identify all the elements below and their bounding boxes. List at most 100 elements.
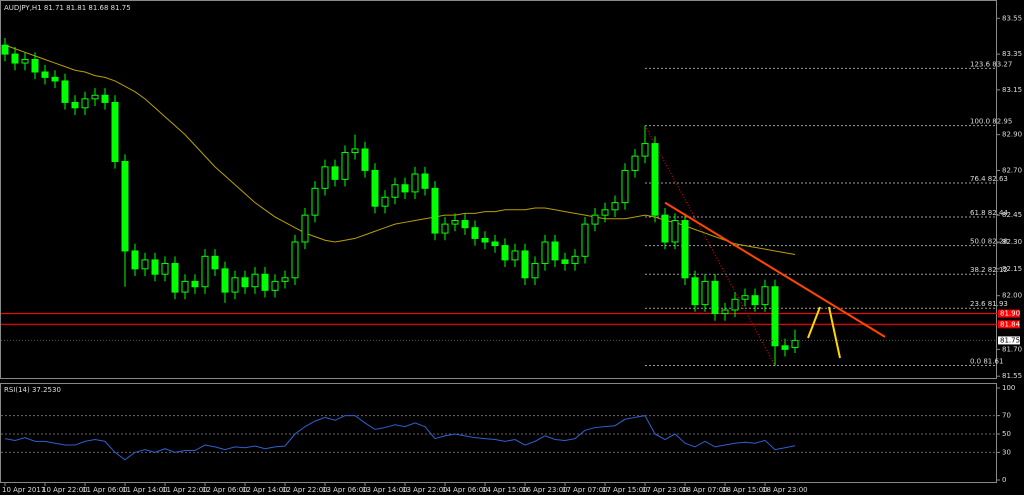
candle-body — [261, 273, 269, 291]
fib-label: 0.0 81.61 — [970, 357, 1003, 365]
fib-label: 23.6 81.93 — [970, 300, 1008, 308]
current-price-label: 81.75 — [1000, 336, 1020, 344]
candle-body — [371, 169, 379, 207]
candle-body — [131, 250, 139, 270]
candle-body — [121, 160, 129, 252]
candle-body — [91, 94, 99, 100]
candle-body — [661, 214, 669, 243]
candle-body — [791, 339, 799, 349]
x-tick-label: 11 Apr 22:00 — [162, 486, 208, 494]
candle-body — [161, 262, 169, 275]
candle-body — [681, 220, 689, 279]
x-tick-label: 18 Apr 23:00 — [762, 486, 808, 494]
candle-body — [11, 53, 19, 64]
candle-body — [231, 277, 239, 293]
x-tick-label: 18 Apr 15:00 — [722, 486, 768, 494]
candle-body — [581, 223, 589, 257]
candle-body — [151, 259, 159, 275]
candle-body — [631, 155, 639, 171]
x-tick-label: 10 Apr 22:00 — [42, 486, 88, 494]
candle-body — [451, 220, 459, 225]
candle-body — [531, 262, 539, 279]
candle-body — [191, 280, 199, 288]
y-tick-label: 82.30 — [1002, 238, 1022, 246]
y-tick-label: 81.55 — [1002, 372, 1022, 380]
y-tick-label: 83.55 — [1002, 14, 1022, 22]
candle-body — [491, 241, 499, 247]
candle-body — [471, 227, 479, 239]
main-frame — [0, 0, 997, 379]
price-box-label: 81.84 — [1000, 320, 1021, 328]
candle-body — [71, 101, 79, 109]
x-tick-label: 11 Apr 06:00 — [82, 486, 128, 494]
candle-body — [691, 277, 699, 306]
candle-body — [341, 152, 349, 180]
fib-label: 61.8 82.44 — [970, 209, 1008, 217]
candle-body — [461, 220, 469, 229]
x-tick-label: 17 Apr 23:00 — [642, 486, 688, 494]
candle-body — [551, 241, 559, 261]
arrow-up — [807, 306, 821, 339]
rsi-tick-label: 0 — [1002, 476, 1006, 484]
candle-body — [211, 255, 219, 270]
candle-body — [541, 241, 549, 264]
x-tick-label: 17 Apr 07:00 — [562, 486, 608, 494]
candle-body — [611, 202, 619, 211]
rsi-label: RSI(14) 37.2530 — [4, 386, 61, 394]
x-tick-label: 17 Apr 15:00 — [602, 486, 648, 494]
candle-body — [721, 309, 729, 315]
candle-body — [701, 280, 709, 306]
candle-body — [421, 173, 429, 189]
fib-diagonal — [644, 125, 776, 366]
candle-body — [351, 148, 359, 154]
candle-body — [111, 101, 119, 162]
y-tick-label: 82.70 — [1002, 166, 1022, 174]
candle-body — [621, 169, 629, 204]
candle-body — [301, 214, 309, 243]
current-price-box — [998, 336, 1020, 345]
candle-body — [181, 280, 189, 293]
candle-body — [41, 71, 49, 78]
fib-label: 100.0 82.95 — [970, 118, 1012, 126]
annotation-arrows — [807, 306, 841, 359]
x-tick-label: 14 Apr 15:00 — [482, 486, 528, 494]
x-tick-label: 13 Apr 22:00 — [402, 486, 448, 494]
rsi-frame — [0, 383, 997, 483]
fib-label: 76.4 82.63 — [970, 175, 1008, 183]
rsi-tick-label: 50 — [1002, 430, 1011, 438]
y-tick-label: 82.00 — [1002, 292, 1022, 300]
x-tick-label: 13 Apr 14:00 — [362, 486, 408, 494]
candle-body — [241, 277, 249, 288]
rsi-tick-label: 70 — [1002, 412, 1011, 420]
candle-body — [521, 250, 529, 279]
candle-body — [401, 184, 409, 193]
y-tick-label: 82.90 — [1002, 131, 1022, 139]
price-box — [998, 320, 1020, 329]
candle-body — [761, 286, 769, 306]
candle-body — [741, 295, 749, 300]
candle-body — [431, 187, 439, 234]
candle-body — [201, 255, 209, 288]
candle-body — [591, 214, 599, 225]
candle-body — [251, 273, 259, 288]
x-tick-label: 10 Apr 2017 — [2, 486, 45, 494]
candle-body — [651, 143, 659, 216]
x-tick-label: 16 Apr 23:00 — [522, 486, 568, 494]
fib-label: 123.6 83.27 — [970, 60, 1012, 68]
candle-body — [731, 298, 739, 311]
candle-body — [511, 250, 519, 261]
candle-body — [781, 345, 789, 350]
candle-body — [501, 245, 509, 261]
y-tick-label: 82.45 — [1002, 211, 1022, 219]
candle-body — [771, 286, 779, 347]
candle-body — [21, 58, 29, 64]
candle-body — [561, 259, 569, 264]
candle-body — [311, 187, 319, 216]
y-tick-label: 82.15 — [1002, 265, 1022, 273]
y-tick-label: 83.35 — [1002, 50, 1022, 58]
chart-title: AUDJPY,H1 81.71 81.81 81.68 81.75 — [4, 4, 131, 12]
x-tick-label: 11 Apr 14:00 — [122, 486, 168, 494]
